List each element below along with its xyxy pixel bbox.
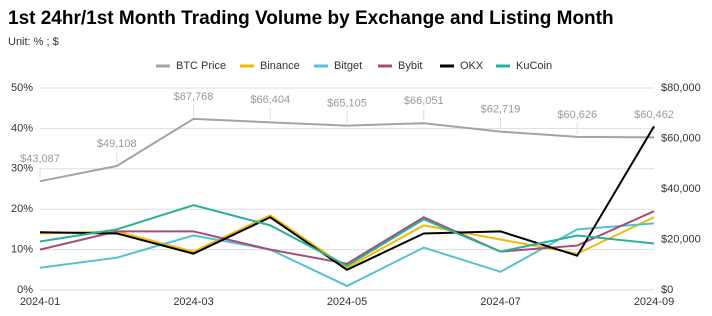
value-label: $66,404: [250, 94, 290, 106]
y-tick-label: 50%: [11, 82, 33, 94]
value-label: $60,626: [557, 109, 597, 121]
chart-title: 1st 24hr/1st Month Trading Volume by Exc…: [8, 8, 614, 29]
value-label: $65,105: [327, 98, 367, 110]
legend-label: Binance: [260, 60, 300, 72]
value-label: $66,051: [404, 95, 444, 107]
value-label: $60,462: [634, 109, 674, 121]
x-tick-label: 2024-09: [634, 296, 674, 308]
chart-subtitle: Unit: % ; $: [8, 36, 59, 48]
value-label: $62,719: [481, 104, 521, 116]
series-line: [39, 117, 655, 183]
series-line: [39, 222, 655, 288]
y2-tick-label: $40,000: [661, 183, 701, 195]
y-tick-label: 40%: [11, 122, 33, 134]
y2-tick-label: $20,000: [661, 233, 701, 245]
x-tick-label: 2024-07: [480, 296, 520, 308]
legend-label: Bitget: [334, 60, 362, 72]
legend-label: BTC Price: [176, 60, 226, 72]
series-line: [39, 125, 655, 271]
x-tick-label: 2024-05: [327, 296, 367, 308]
value-label: $67,768: [174, 91, 214, 103]
y2-tick-label: $0: [661, 284, 673, 296]
x-tick-label: 2024-01: [20, 296, 60, 308]
x-tick-label: 2024-03: [173, 296, 213, 308]
y2-tick-label: $60,000: [661, 132, 701, 144]
legend-label: Bybit: [398, 60, 422, 72]
y-tick-label: 10%: [11, 244, 33, 256]
y-tick-label: 0%: [17, 284, 33, 296]
value-label: $43,087: [20, 153, 60, 165]
y-tick-label: 20%: [11, 203, 33, 215]
y2-tick-label: $80,000: [661, 82, 701, 94]
value-label: $49,108: [97, 138, 137, 150]
y-tick-label: 30%: [11, 163, 33, 175]
series-line: [39, 204, 655, 267]
legend-label: KuCoin: [516, 60, 552, 72]
legend-label: OKX: [460, 60, 484, 72]
series-line: [39, 214, 655, 269]
